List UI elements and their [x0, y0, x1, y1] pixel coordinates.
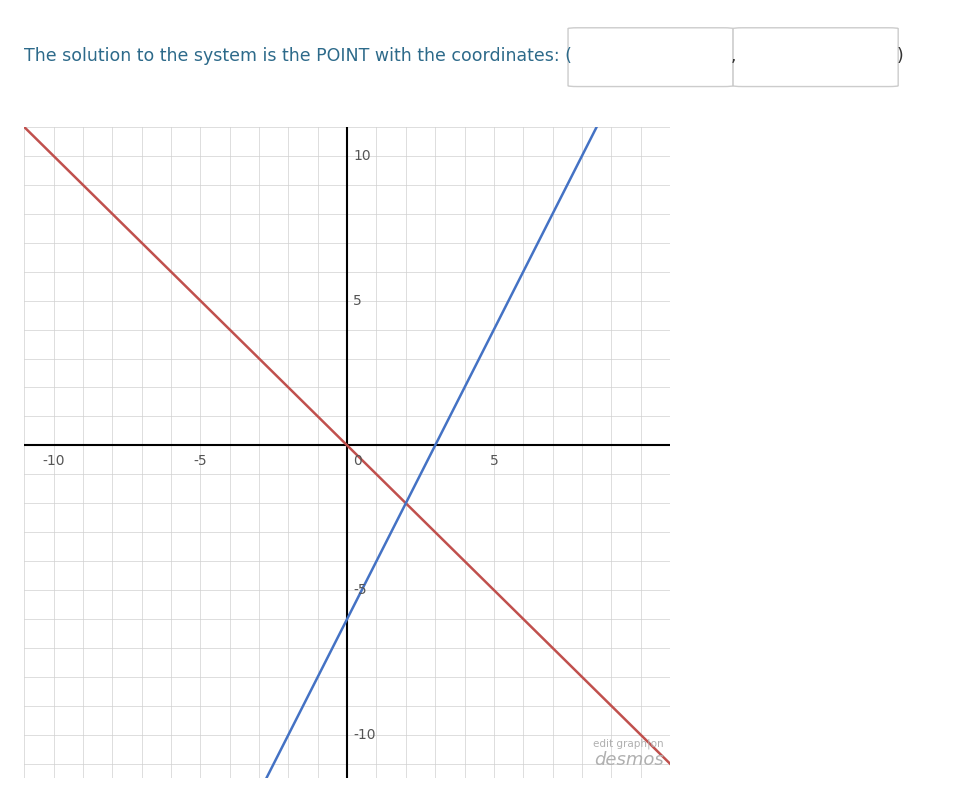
- Text: ,: ,: [731, 47, 737, 64]
- Text: -10: -10: [353, 728, 376, 742]
- Text: -5: -5: [353, 583, 367, 597]
- Text: -10: -10: [43, 454, 65, 468]
- Text: 0: 0: [353, 454, 362, 468]
- Text: ): ): [896, 47, 903, 64]
- Text: 5: 5: [353, 294, 362, 307]
- Text: 5: 5: [489, 454, 498, 468]
- Text: edit graph|on: edit graph|on: [593, 738, 664, 750]
- Text: 10: 10: [353, 149, 371, 163]
- Text: -5: -5: [193, 454, 207, 468]
- FancyBboxPatch shape: [568, 28, 733, 87]
- Text: The solution to the system is the POINT with the coordinates: (: The solution to the system is the POINT …: [24, 47, 572, 64]
- FancyBboxPatch shape: [733, 28, 898, 87]
- Text: desmos: desmos: [594, 751, 664, 769]
